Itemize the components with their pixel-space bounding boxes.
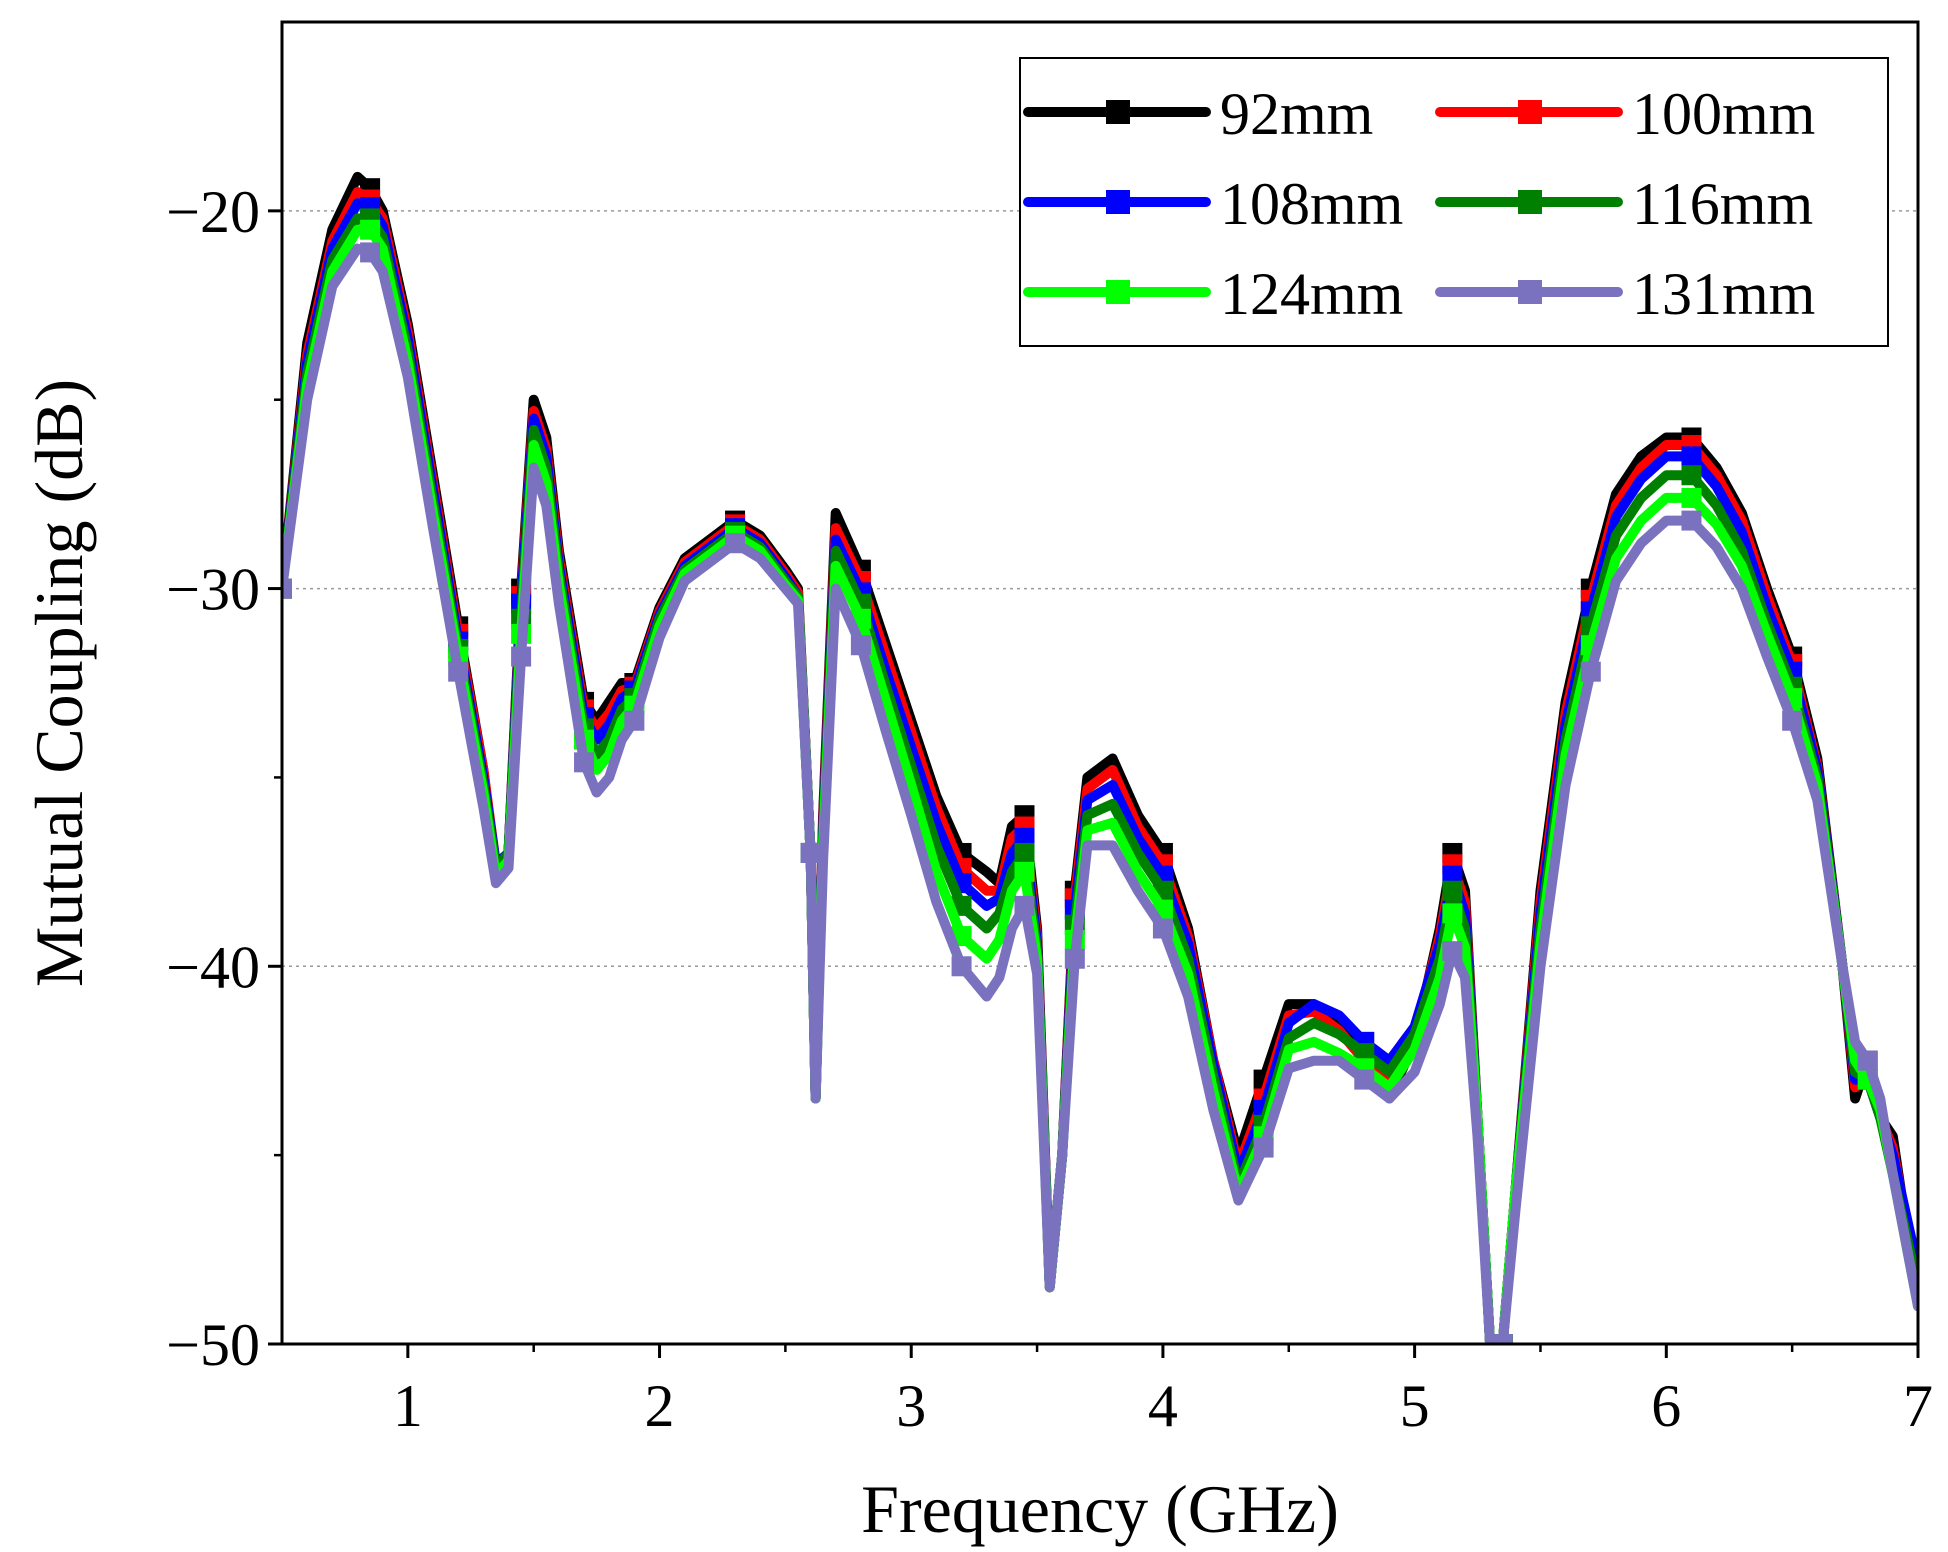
data-point [624, 710, 645, 731]
legend-label: 108mm [1220, 171, 1403, 237]
x-tick-label: 7 [1903, 1373, 1933, 1439]
legend-entry: 124mm [1023, 261, 1403, 327]
data-point [360, 242, 381, 263]
legend-entry: 108mm [1023, 171, 1403, 237]
x-tick-label: 3 [896, 1373, 926, 1439]
legend-swatch-marker [1106, 280, 1130, 304]
legend-label: 116mm [1632, 171, 1813, 237]
legend-label: 124mm [1220, 261, 1403, 327]
data-point [1014, 895, 1035, 916]
data-point [951, 956, 972, 977]
data-point [360, 219, 381, 240]
data-point [1014, 827, 1035, 848]
series-131mm [282, 242, 1918, 1344]
axis-ticks: 1 2 3 4 5 6 7 −50 −40 −30 −20 [166, 179, 1933, 1439]
y-tick-label: −50 [166, 1312, 260, 1378]
data-point [1014, 861, 1035, 882]
series-layer [282, 171, 1918, 1344]
data-point [1354, 1043, 1375, 1064]
data-point [1152, 918, 1173, 939]
legend-entry: 100mm [1435, 81, 1815, 147]
x-tick-label: 1 [393, 1373, 423, 1439]
series-line-131mm [282, 243, 1918, 1344]
legend-swatch-marker [1518, 190, 1542, 214]
legend-label: 131mm [1632, 261, 1815, 327]
plot-frame [280, 20, 1920, 1346]
data-point [1442, 865, 1463, 886]
data-point [1580, 661, 1601, 682]
x-tick-label: 4 [1148, 1373, 1178, 1439]
legend-swatch-marker [1518, 100, 1542, 124]
data-point [1857, 1050, 1878, 1071]
data-point [725, 533, 746, 554]
data-point [511, 646, 532, 667]
data-point [1442, 941, 1463, 962]
legend: 92mm 100mm 108mm 116mm 124mm 131mm [1019, 57, 1889, 347]
legend-swatch-marker [1106, 100, 1130, 124]
data-point [1253, 1137, 1274, 1158]
data-point [1064, 948, 1085, 969]
legend-swatch-marker [1106, 190, 1130, 214]
data-point [1681, 510, 1702, 531]
legend-label: 100mm [1632, 81, 1815, 147]
data-point [282, 578, 292, 599]
data-point [1442, 880, 1463, 901]
data-point [1442, 903, 1463, 924]
data-point [1492, 1334, 1513, 1344]
x-tick-label: 6 [1651, 1373, 1681, 1439]
legend-entry: 92mm [1023, 81, 1373, 147]
y-axis-title: Mutual Coupling (dB) [21, 379, 97, 987]
data-point [850, 635, 871, 656]
y-tick-label: −30 [166, 557, 260, 623]
x-tick-label: 2 [645, 1373, 675, 1439]
data-point [574, 752, 595, 773]
data-point [1681, 446, 1702, 467]
data-point [1354, 1069, 1375, 1090]
x-axis-title: Frequency (GHz) [861, 1471, 1339, 1547]
legend-entry: 131mm [1435, 261, 1815, 327]
data-point [1782, 710, 1803, 731]
y-tick-label: −40 [166, 934, 260, 1000]
x-tick-label: 5 [1400, 1373, 1430, 1439]
data-point [1681, 465, 1702, 486]
data-point [448, 661, 469, 682]
legend-label: 92mm [1220, 81, 1373, 147]
y-tick-label: −20 [166, 179, 260, 245]
legend-swatch-marker [1518, 280, 1542, 304]
data-point [1681, 487, 1702, 508]
legend-entry: 116mm [1435, 171, 1813, 237]
data-point [1014, 842, 1035, 863]
data-point [800, 842, 821, 863]
